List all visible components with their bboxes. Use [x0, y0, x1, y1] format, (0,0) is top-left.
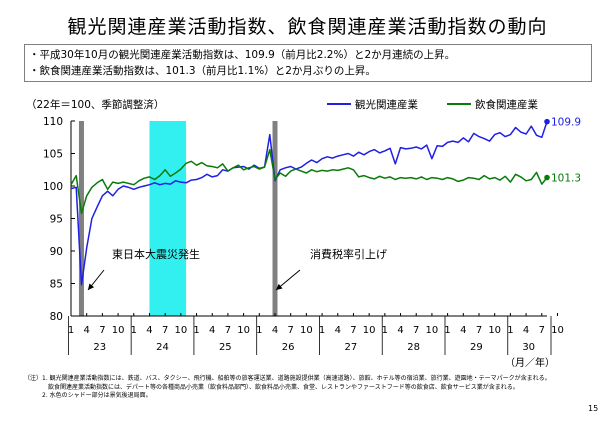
series-line-tourism: [70, 121, 548, 286]
x-axis-label: （月／年）: [505, 356, 555, 369]
x-tick-label: 10: [426, 325, 439, 336]
x-tick-label: 10: [112, 325, 125, 336]
x-tick-label: 10: [551, 325, 564, 336]
x-tick-label: 4: [523, 325, 529, 336]
x-tick-label: 1: [382, 325, 388, 336]
y-tick-label: 105: [43, 149, 63, 161]
event-annotation-arrowhead: [276, 283, 283, 290]
x-tick-label: 7: [476, 325, 482, 336]
y-tick-label: 80: [50, 311, 63, 323]
summary-line-food: ・飲食関連産業活動指数は、101.3（前月比1.1%）と2か月ぶりの上昇。: [29, 65, 376, 77]
x-tick-label: 4: [209, 325, 215, 336]
event-annotation-label: 消費税率引上げ: [310, 247, 387, 261]
x-tick-label: 7: [99, 325, 105, 336]
x-tick-label: 1: [193, 325, 199, 336]
x-tick-label: 4: [146, 325, 152, 336]
x-tick-label: 4: [397, 325, 403, 336]
x-tick-label: 7: [539, 325, 545, 336]
unit-label: （22年＝100、季節調整済）: [26, 98, 164, 111]
year-label: 30: [522, 342, 535, 353]
y-tick-label: 95: [50, 214, 63, 226]
y-tick-label: 110: [43, 116, 63, 128]
x-tick-label: 7: [413, 325, 419, 336]
year-label: 24: [156, 342, 169, 353]
series-end-point-food: [544, 174, 550, 181]
series-end-point-tourism: [544, 118, 550, 125]
year-label: 26: [282, 342, 295, 353]
x-tick-label: 4: [460, 325, 466, 336]
legend-label-tourism: 観光関連産業: [355, 98, 418, 111]
year-label: 27: [344, 342, 357, 353]
x-tick-label: 7: [350, 325, 356, 336]
x-tick-label: 7: [225, 325, 231, 336]
summary-box: ・平成30年10月の観光関連産業活動指数は、109.9（前月比2.2%）と2か月…: [24, 44, 592, 82]
footnotes: （注）1. 観光関連産業活動指数には、鉄道、バス、タクシー、飛行機、船舶等の旅客…: [24, 375, 594, 401]
x-tick-label: 10: [237, 325, 250, 336]
footnote-line: 飲食関連産業活動指数には、デパート等の各種商品小売業（飲食料品部門）、飲食料品小…: [24, 383, 519, 391]
x-tick-label: 4: [272, 325, 278, 336]
series-end-label-food: 101.3: [551, 173, 581, 185]
footnote-line: 2. 水色のシャドー部分は景気後退局面。: [24, 392, 152, 399]
year-label: 28: [407, 342, 420, 353]
x-tick-label: 7: [288, 325, 294, 336]
page-title: 観光関連産業活動指数、飲食関連産業活動指数の動向: [67, 16, 548, 38]
year-label: 29: [470, 342, 483, 353]
y-tick-label: 85: [50, 279, 63, 291]
year-label: 25: [219, 342, 232, 353]
x-tick-label: 10: [488, 325, 501, 336]
x-tick-label: 4: [84, 325, 90, 336]
x-tick-label: 4: [335, 325, 341, 336]
x-tick-label: 1: [131, 325, 137, 336]
summary-line-tourism: ・平成30年10月の観光関連産業活動指数は、109.9（前月比2.2%）と2か月…: [29, 49, 456, 61]
series-end-label-tourism: 109.9: [551, 117, 581, 129]
x-tick-label: 1: [256, 325, 262, 336]
x-tick-label: 10: [363, 325, 376, 336]
event-marker-bar: [272, 121, 278, 316]
x-tick-label: 1: [444, 325, 450, 336]
event-annotation-arrowhead: [88, 283, 95, 290]
x-tick-label: 1: [68, 325, 74, 336]
year-label: 23: [93, 342, 106, 353]
recession-shading: [149, 121, 187, 316]
event-marker-bar: [78, 121, 84, 316]
x-tick-label: 1: [319, 325, 325, 336]
y-tick-label: 90: [50, 246, 63, 258]
page-number: 15: [588, 404, 599, 413]
x-tick-label: 10: [174, 325, 187, 336]
x-tick-label: 1: [507, 325, 513, 336]
y-tick-label: 100: [43, 181, 63, 193]
event-annotation-label: 東日本大震災発生: [112, 247, 200, 261]
x-tick-label: 10: [300, 325, 313, 336]
footnote-line: （注）1. 観光関連産業活動指数には、鉄道、バス、タクシー、飛行機、船舶等の旅客…: [24, 375, 551, 382]
series-line-food: [70, 148, 548, 215]
legend-label-food: 飲食関連産業: [475, 98, 538, 111]
x-tick-label: 7: [162, 325, 168, 336]
